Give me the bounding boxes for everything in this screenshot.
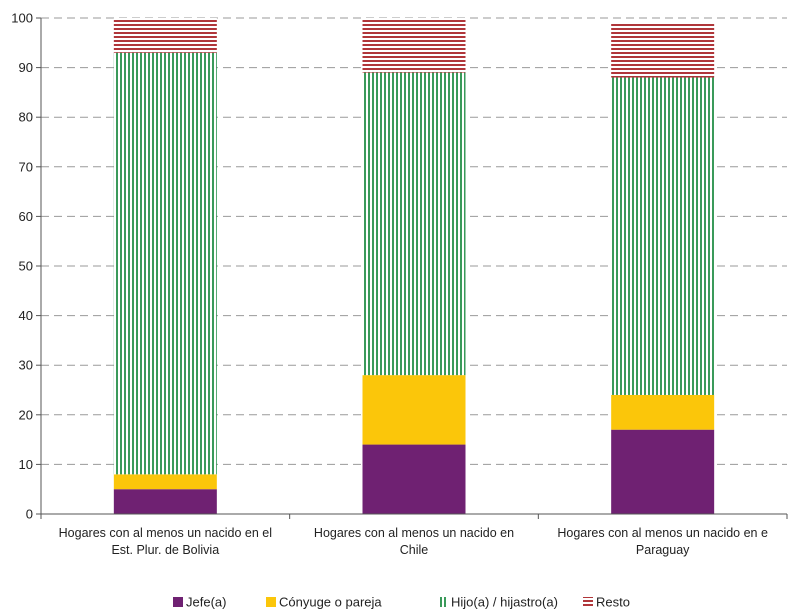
x-axis-labels: Hogares con al menos un nacido en el Est.… xyxy=(59,526,768,557)
x-category-label: Hogares con al menos un nacido en el xyxy=(59,526,272,540)
axes xyxy=(40,18,788,519)
bar-segment xyxy=(362,444,466,514)
x-category-label: Hogares con al menos un nacido en e xyxy=(557,526,768,540)
bars xyxy=(113,18,715,514)
y-tick-label: 50 xyxy=(19,259,33,274)
legend-swatch xyxy=(438,597,448,607)
legend-label: Resto xyxy=(596,595,630,610)
bar-segment xyxy=(611,77,715,395)
legend-swatch xyxy=(173,597,183,607)
bar-segment xyxy=(113,489,217,514)
bar-segment xyxy=(362,72,466,376)
legend-swatch xyxy=(583,597,593,607)
y-tick-label: 60 xyxy=(19,209,33,224)
x-category-label: Chile xyxy=(400,543,429,557)
bar-segment xyxy=(611,429,715,514)
bar-segment xyxy=(113,52,217,475)
y-axis-ticks: 0 10 20 30 40 50 60 70 80 90 100 xyxy=(11,11,41,522)
x-category-label: Est. Plur. de Bolivia xyxy=(111,543,219,557)
x-category-label: Hogares con al menos un nacido en xyxy=(314,526,514,540)
legend: Jefe(a) Cónyuge o pareja Hijo(a) / hijastr… xyxy=(173,595,630,610)
legend-label: Jefe(a) xyxy=(186,595,226,610)
legend-label: Cónyuge o pareja xyxy=(279,595,382,610)
legend-swatch xyxy=(266,597,276,607)
bar-segment xyxy=(113,18,217,53)
legend-label: Hijo(a) / hijastro(a) xyxy=(451,595,558,610)
y-tick-label: 40 xyxy=(19,308,33,323)
y-tick-label: 20 xyxy=(19,407,33,422)
y-tick-label: 100 xyxy=(11,11,33,26)
y-tick-label: 0 xyxy=(26,507,33,522)
y-tick-label: 90 xyxy=(19,60,33,75)
bar-segment xyxy=(362,375,466,445)
y-tick-label: 70 xyxy=(19,159,33,174)
bar-segment xyxy=(113,474,217,490)
x-category-label: Paraguay xyxy=(636,543,690,557)
bar-segment xyxy=(611,394,715,430)
bar-segment xyxy=(611,22,715,78)
y-tick-label: 10 xyxy=(19,457,33,472)
y-tick-label: 30 xyxy=(19,358,33,373)
bar-segment xyxy=(362,18,466,73)
y-tick-label: 80 xyxy=(19,110,33,125)
